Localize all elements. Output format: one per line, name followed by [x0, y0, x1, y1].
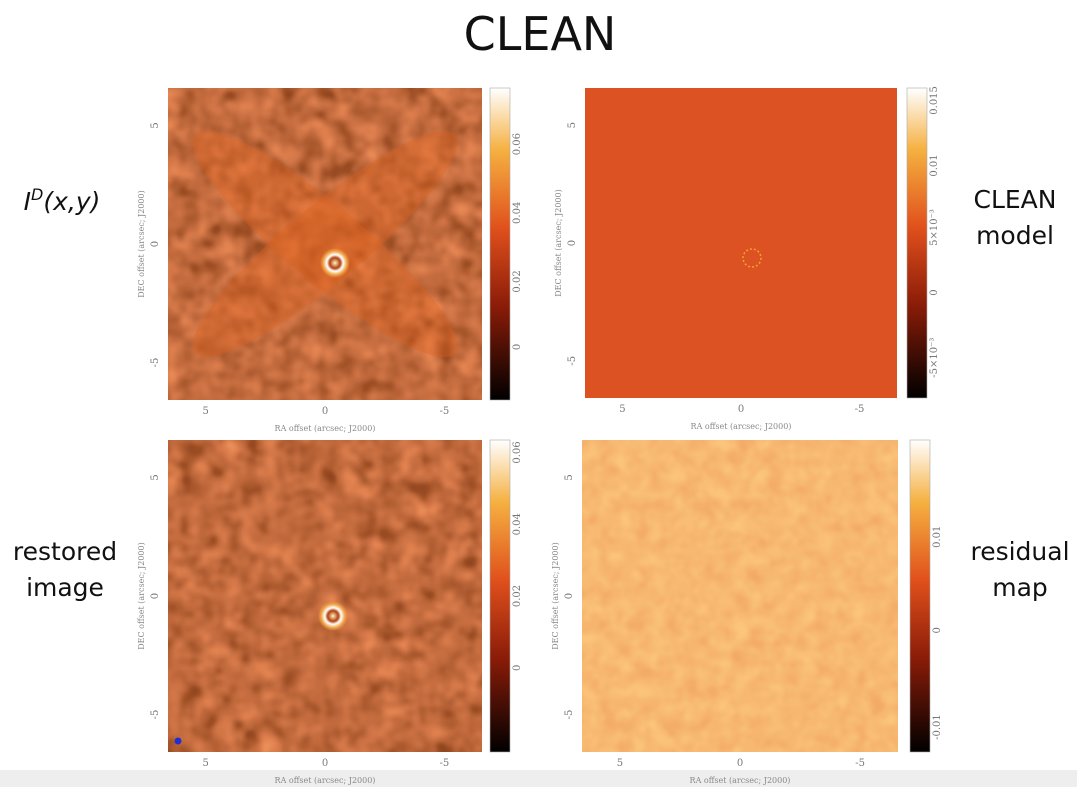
panel-label: map — [992, 573, 1048, 602]
y-tick-label: 5 — [564, 474, 575, 480]
x-axis-label: RA offset (arcsec; J2000) — [275, 776, 376, 785]
colorbar-tick-label: 0.015 — [929, 86, 940, 115]
colorbar — [490, 440, 510, 752]
x-axis-label: RA offset (arcsec; J2000) — [275, 424, 376, 433]
panel-label: image — [26, 573, 104, 602]
x-tick-label: 0 — [322, 406, 328, 417]
x-axis-label: RA offset (arcsec; J2000) — [691, 422, 792, 431]
colorbar-tick-label: 0.04 — [512, 202, 523, 224]
colorbar-tick-label: 0 — [512, 665, 523, 671]
y-tick-label: 5 — [567, 122, 578, 128]
y-tick-label: 0 — [150, 241, 161, 247]
y-axis-label: DEC offset (arcsec; J2000) — [551, 542, 560, 649]
slide: CLEAN 0.06 0.04 0.02 0 5 0 -5 5 0 -5 RA offset (ar… — [0, 0, 1077, 787]
label-sup: D — [31, 185, 43, 204]
source — [320, 248, 350, 278]
colorbar-tick-label: 0.02 — [512, 585, 523, 607]
y-tick-label: -5 — [567, 356, 578, 366]
y-tick-label: 0 — [567, 240, 578, 246]
colorbar-tick-label: -0.01 — [932, 714, 943, 740]
colorbar-tick-label: 5×10⁻³ — [929, 209, 940, 246]
model-image — [585, 88, 897, 398]
panel-label: residual — [970, 537, 1069, 566]
panel-label: ID(x,y) — [24, 185, 101, 216]
colorbar — [490, 88, 510, 400]
x-tick-label: 0 — [738, 404, 744, 415]
x-tick-label: -5 — [439, 406, 449, 417]
colorbar-tick-label: -5×10⁻³ — [929, 338, 940, 378]
colorbar-tick-label: 0.01 — [929, 154, 940, 176]
y-tick-label: 5 — [150, 122, 161, 128]
panel-label: model — [976, 221, 1054, 250]
y-axis-label: DEC offset (arcsec; J2000) — [554, 189, 563, 296]
colorbar-tick-label: 0.06 — [512, 133, 523, 155]
bottom-bar — [0, 770, 1077, 787]
beam — [175, 738, 182, 745]
colorbar-tick-label: 0 — [929, 289, 940, 295]
y-tick-label: 0 — [150, 593, 161, 599]
x-tick-label: 5 — [619, 404, 625, 415]
colorbar-tick-label: 0.02 — [512, 270, 523, 292]
slide-title: CLEAN — [464, 7, 617, 61]
label-base: I — [24, 187, 31, 216]
sky-image — [582, 440, 898, 752]
colorbar-tick-label: 0.06 — [512, 441, 523, 463]
y-tick-label: -5 — [150, 358, 161, 368]
sky-image — [168, 440, 482, 752]
x-tick-label: -5 — [439, 758, 449, 769]
x-tick-label: -5 — [855, 758, 865, 769]
x-tick-label: 5 — [202, 758, 208, 769]
x-tick-label: 0 — [737, 758, 743, 769]
y-axis-label: DEC offset (arcsec; J2000) — [137, 542, 146, 649]
colorbar-tick-label: 0 — [512, 344, 523, 350]
y-tick-label: -5 — [150, 710, 161, 720]
colorbar-tick-label: 0 — [932, 627, 943, 633]
x-tick-label: 5 — [202, 406, 208, 417]
y-tick-label: 0 — [564, 593, 575, 599]
source — [318, 601, 348, 631]
x-tick-label: -5 — [855, 404, 865, 415]
y-axis-label: DEC offset (arcsec; J2000) — [137, 190, 146, 297]
x-tick-label: 0 — [322, 758, 328, 769]
colorbar — [907, 88, 927, 398]
colorbar-tick-label: 0.04 — [512, 513, 523, 535]
colorbar — [910, 440, 930, 752]
label-rest: (x,y) — [43, 187, 100, 216]
panel-label: restored — [13, 537, 117, 566]
x-axis-label: RA offset (arcsec; J2000) — [690, 776, 791, 785]
panel-label: CLEAN — [974, 185, 1057, 214]
y-tick-label: -5 — [564, 710, 575, 720]
x-tick-label: 5 — [617, 758, 623, 769]
colorbar-tick-label: 0.01 — [932, 526, 943, 548]
y-tick-label: 5 — [150, 474, 161, 480]
